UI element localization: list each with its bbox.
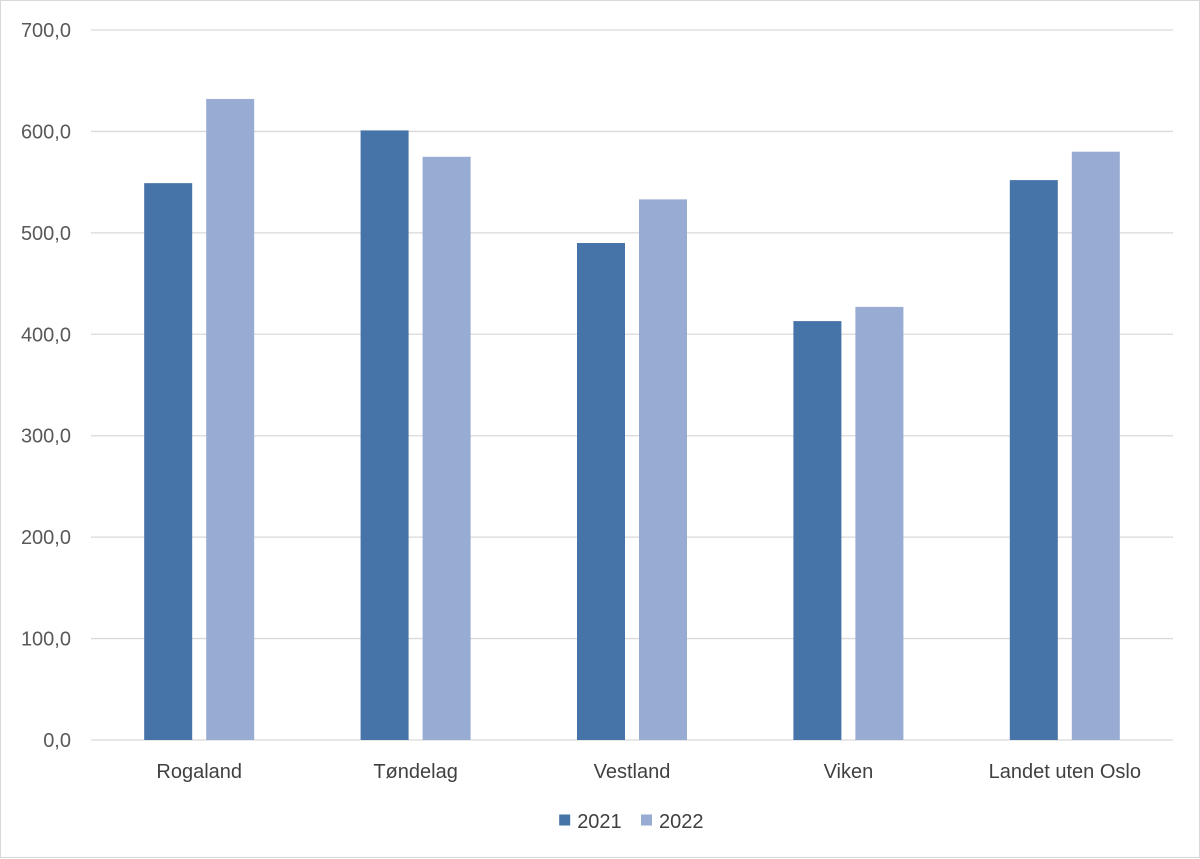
bar-2021-2 <box>577 243 625 740</box>
legend-label-2021: 2021 <box>577 811 622 833</box>
y-axis-tick-labels: 0,0 100,0 200,0 300,0 400,0 500,0 600,0 700,0 <box>21 20 71 752</box>
y-tick-label: 300,0 <box>21 426 71 448</box>
legend-label-2022: 2022 <box>659 811 704 833</box>
y-tick-label: 0,0 <box>43 730 71 752</box>
bar-2022-3 <box>855 306 904 740</box>
gridlines <box>91 29 1173 741</box>
legend-swatch-2022 <box>641 814 652 826</box>
bar-2022-1 <box>422 156 471 741</box>
y-tick-label: 600,0 <box>21 121 71 143</box>
bar-2022-2 <box>639 199 687 740</box>
x-axis-category-labels: Rogaland Tøndelag Vestland Viken Landet uten… <box>156 761 1141 783</box>
y-tick-label: 700,0 <box>21 20 71 42</box>
bar-2021-1 <box>360 130 409 740</box>
bar-2022-0 <box>206 98 255 740</box>
bar-2022-4 <box>1071 151 1120 740</box>
category-label: Vestland <box>594 761 671 783</box>
legend: 2021 2022 <box>559 811 704 833</box>
category-label: Tøndelag <box>373 761 458 783</box>
bar-2021-4 <box>1009 180 1058 741</box>
y-tick-label: 400,0 <box>21 324 71 346</box>
bars <box>144 98 1120 741</box>
category-label: Viken <box>824 761 874 783</box>
category-label: Rogaland <box>156 761 242 783</box>
category-label: Landet uten Oslo <box>989 761 1141 783</box>
y-tick-label: 100,0 <box>21 629 71 651</box>
legend-swatch-2021 <box>559 814 571 826</box>
bar-2021-3 <box>793 321 842 740</box>
y-tick-label: 500,0 <box>21 223 71 245</box>
y-tick-label: 200,0 <box>21 527 71 549</box>
bar-2021-0 <box>144 183 193 740</box>
